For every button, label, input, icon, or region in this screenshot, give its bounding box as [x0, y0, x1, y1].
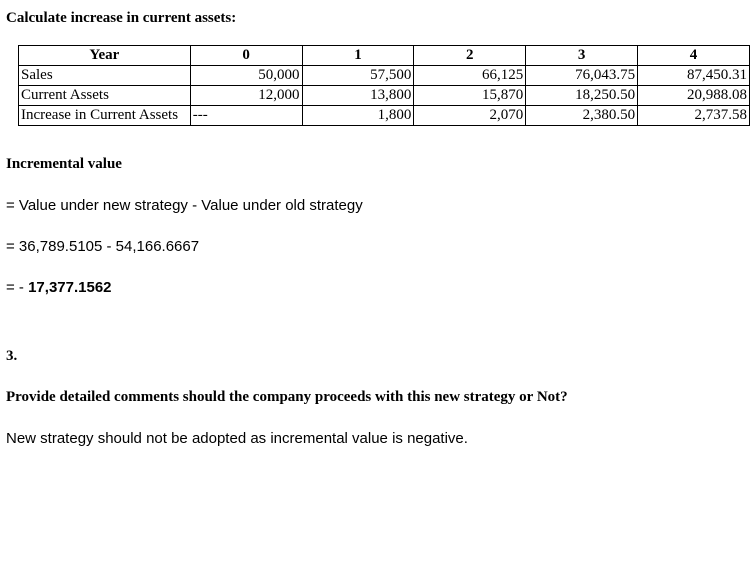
question-text: Provide detailed comments should the com… [6, 389, 745, 406]
col-header-year: Year [19, 46, 191, 66]
section-number: 3. [6, 348, 745, 365]
table-header-row: Year 0 1 2 3 4 [19, 46, 750, 66]
col-header-4: 4 [638, 46, 750, 66]
col-header-1: 1 [302, 46, 414, 66]
cell: 76,043.75 [526, 66, 638, 86]
col-header-2: 2 [414, 46, 526, 66]
cell: 2,737.58 [638, 106, 750, 126]
document-page: Calculate increase in current assets: Ye… [0, 0, 751, 457]
current-assets-table: Year 0 1 2 3 4 Sales 50,000 57,500 66,12… [18, 45, 750, 126]
cell: 2,070 [414, 106, 526, 126]
cell: 20,988.08 [638, 86, 750, 106]
row-label-current-assets: Current Assets [19, 86, 191, 106]
row-label-increase: Increase in Current Assets [19, 106, 191, 126]
cell: 57,500 [302, 66, 414, 86]
cell: 66,125 [414, 66, 526, 86]
col-header-0: 0 [190, 46, 302, 66]
table-row: Current Assets 12,000 13,800 15,870 18,2… [19, 86, 750, 106]
cell: 87,450.31 [638, 66, 750, 86]
table-row: Increase in Current Assets --- 1,800 2,0… [19, 106, 750, 126]
table-row: Sales 50,000 57,500 66,125 76,043.75 87,… [19, 66, 750, 86]
cell: 18,250.50 [526, 86, 638, 106]
col-header-3: 3 [526, 46, 638, 66]
cell: 1,800 [302, 106, 414, 126]
cell: 50,000 [190, 66, 302, 86]
equation-line-2: = 36,789.5105 - 54,166.6667 [6, 238, 745, 255]
cell: 15,870 [414, 86, 526, 106]
cell: 12,000 [190, 86, 302, 106]
equation-result: = - 17,377.1562 [6, 279, 745, 296]
equation-prefix: = - [6, 279, 28, 296]
heading-calculate: Calculate increase in current assets: [6, 10, 745, 27]
equation-value: 17,377.1562 [28, 279, 111, 296]
cell: --- [190, 106, 302, 126]
answer-text: New strategy should not be adopted as in… [6, 430, 745, 447]
cell: 13,800 [302, 86, 414, 106]
row-label-sales: Sales [19, 66, 191, 86]
equation-line-1: = Value under new strategy - Value under… [6, 197, 745, 214]
subheading-incremental-value: Incremental value [6, 156, 745, 173]
cell: 2,380.50 [526, 106, 638, 126]
